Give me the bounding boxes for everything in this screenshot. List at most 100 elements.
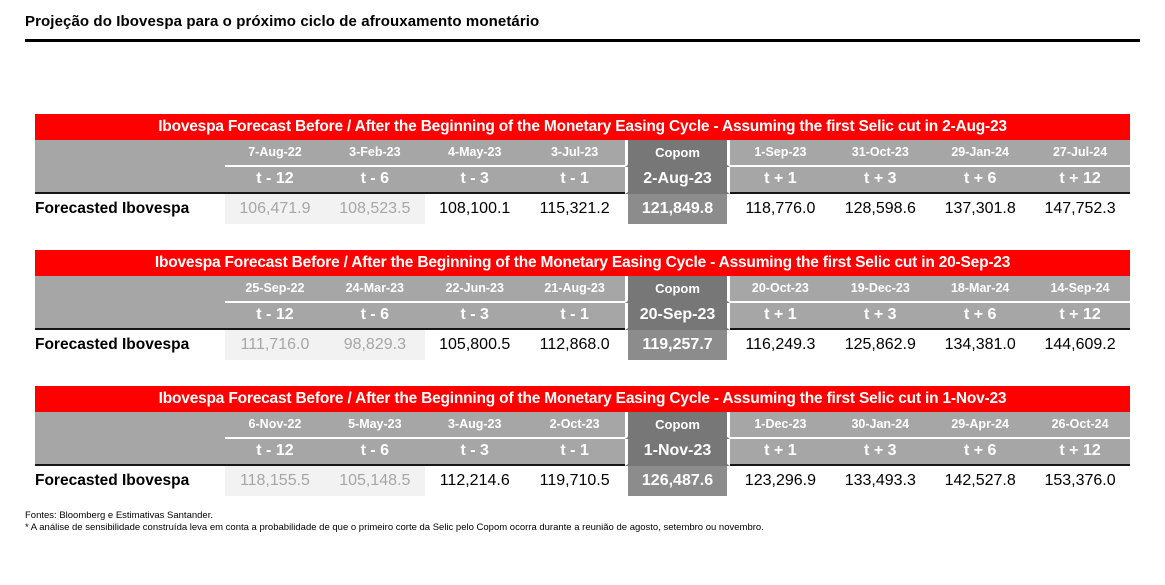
date-header-cell: 2-Oct-23 [524,412,625,439]
forecast-value-cell: 142,527.8 [930,466,1031,496]
t-row-label-spacer [35,303,225,330]
forecast-value-cell: 118,776.0 [730,194,831,224]
date-header-cell: 1-Dec-23 [730,412,831,439]
t-offset-cell: t + 3 [830,167,931,194]
copom-date-cell: 2-Aug-23 [624,167,731,194]
copom-value-cell: 126,487.6 [624,466,731,496]
t-offset-cell: t + 6 [930,303,1031,330]
date-header-cell: 27-Jul-24 [1030,140,1131,167]
date-header-cell: 21-Aug-23 [524,276,625,303]
forecast-value-cell: 112,214.6 [424,466,525,496]
row-label: Forecasted Ibovespa [35,472,190,489]
value-row: Forecasted Ibovespa 111,716.0 98,829.3 105… [35,330,1131,360]
date-header-cell: 3-Jul-23 [524,140,625,167]
date-header-cell: 3-Feb-23 [324,140,425,167]
forecast-table: Ibovespa Forecast Before / After the Beg… [35,250,1131,360]
date-header-cell: 22-Jun-23 [424,276,525,303]
forecast-value-cell: 134,381.0 [930,330,1031,360]
forecast-value-cell: 98,829.3 [324,330,425,360]
t-offset-cell: t - 6 [324,439,425,466]
t-offset-cell: t + 1 [730,167,831,194]
t-offset-cell: t - 12 [225,303,325,330]
forecast-value-cell: 153,376.0 [1030,466,1131,496]
t-offset-cell: t - 6 [324,303,425,330]
report-page: Projeção do Ibovespa para o próximo cicl… [25,13,1140,534]
date-row-label-spacer [35,276,225,303]
forecast-value-cell: 105,800.5 [424,330,525,360]
date-row-label-spacer [35,412,225,439]
footnote-sources: Fontes: Bloomberg e Estimativas Santande… [25,510,213,521]
date-header-cell: 24-Mar-23 [324,276,425,303]
date-header-cell: 30-Jan-24 [830,412,931,439]
forecast-value-cell: 137,301.8 [930,194,1031,224]
row-label: Forecasted Ibovespa [35,200,190,217]
t-offset-cell: t - 3 [424,167,525,194]
forecast-value-cell: 133,493.3 [830,466,931,496]
forecast-value-cell: 106,471.9 [225,194,325,224]
copom-date-cell: 20-Sep-23 [624,303,731,330]
date-row: 6-Nov-22 5-May-23 3-Aug-23 2-Oct-23 Copom 1-D… [35,412,1131,439]
t-row-label-spacer [35,439,225,466]
forecast-value-cell: 111,716.0 [225,330,325,360]
table-title: Ibovespa Forecast Before / After the Beg… [35,114,1130,140]
forecast-value-cell: 144,609.2 [1030,330,1131,360]
t-offset-cell: t - 1 [524,303,625,330]
footnote-methodology: * A análise de sensibilidade construída … [25,522,764,533]
date-header-cell: 5-May-23 [324,412,425,439]
row-label: Forecasted Ibovespa [35,336,190,353]
footnotes: Fontes: Bloomberg e Estimativas Santande… [25,510,1140,534]
date-header-cell: 6-Nov-22 [225,412,325,439]
copom-value-cell: 119,257.7 [624,330,731,360]
t-offset-cell: t - 12 [225,439,325,466]
t-offset-cell: t - 12 [225,167,325,194]
forecast-table: Ibovespa Forecast Before / After the Beg… [35,114,1131,224]
forecast-value-cell: 128,598.6 [830,194,931,224]
forecast-value-cell: 125,862.9 [830,330,931,360]
forecast-value-cell: 108,523.5 [324,194,425,224]
t-offset-cell: t - 1 [524,439,625,466]
t-offset-cell: t - 3 [424,303,525,330]
copom-header-cell: Copom [624,276,731,303]
t-row-label-spacer [35,167,225,194]
date-header-cell: 3-Aug-23 [424,412,525,439]
date-header-cell: 25-Sep-22 [225,276,325,303]
forecast-value-cell: 116,249.3 [730,330,831,360]
date-header-cell: 7-Aug-22 [225,140,325,167]
copom-value-cell: 121,849.8 [624,194,731,224]
value-row: Forecasted Ibovespa 106,471.9 108,523.5 10… [35,194,1131,224]
date-row-label-spacer [35,140,225,167]
value-row: Forecasted Ibovespa 118,155.5 105,148.5 11… [35,466,1131,496]
t-offset-cell: t + 3 [830,303,931,330]
t-offset-cell: t + 12 [1030,303,1131,330]
forecast-value-cell: 108,100.1 [424,194,525,224]
date-row: 7-Aug-22 3-Feb-23 4-May-23 3-Jul-23 Copom 1-S… [35,140,1131,167]
date-header-cell: 18-Mar-24 [930,276,1031,303]
date-header-cell: 20-Oct-23 [730,276,831,303]
forecast-value-cell: 112,868.0 [524,330,625,360]
forecast-value-cell: 118,155.5 [225,466,325,496]
date-header-cell: 29-Jan-24 [930,140,1031,167]
date-row: 25-Sep-22 24-Mar-23 22-Jun-23 21-Aug-23 Copo… [35,276,1131,303]
copom-date-cell: 1-Nov-23 [624,439,731,466]
date-header-cell: 14-Sep-24 [1030,276,1131,303]
copom-header-cell: Copom [624,140,731,167]
forecast-value-cell: 147,752.3 [1030,194,1131,224]
tables-container: Ibovespa Forecast Before / After the Beg… [35,114,1131,496]
date-header-cell: 26-Oct-24 [1030,412,1131,439]
date-header-cell: 19-Dec-23 [830,276,931,303]
t-offset-cell: t + 1 [730,439,831,466]
page-title: Projeção do Ibovespa para o próximo cicl… [25,13,1140,42]
date-header-cell: 29-Apr-24 [930,412,1031,439]
t-offset-cell: t - 6 [324,167,425,194]
forecast-table: Ibovespa Forecast Before / After the Beg… [35,386,1131,496]
date-header-cell: 31-Oct-23 [830,140,931,167]
t-offset-cell: t - 3 [424,439,525,466]
date-header-cell: 4-May-23 [424,140,525,167]
t-offset-cell: t + 12 [1030,167,1131,194]
table-title: Ibovespa Forecast Before / After the Beg… [35,386,1130,412]
table-title: Ibovespa Forecast Before / After the Beg… [35,250,1130,276]
forecast-value-cell: 105,148.5 [324,466,425,496]
